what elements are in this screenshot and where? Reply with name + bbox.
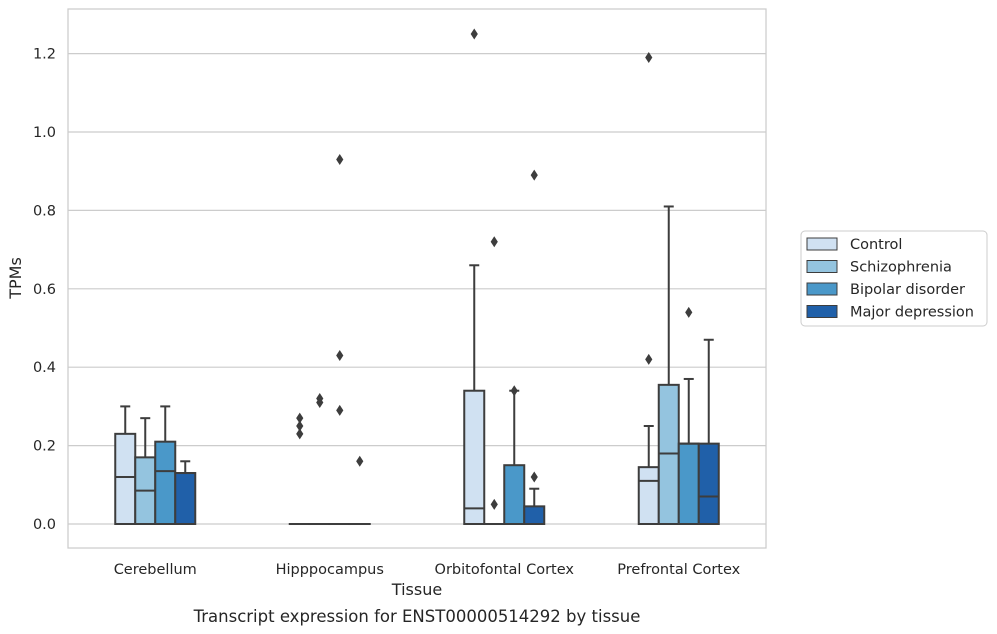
box-body (114, 432, 137, 525)
outlier-point (530, 471, 538, 483)
x-tick-label: Hipppocampus (276, 562, 384, 578)
outlier-point (336, 404, 344, 416)
box-body (637, 466, 660, 526)
legend: Control Schizophrenia Bipolar disorder Majo… (800, 230, 988, 327)
outlier-point (645, 353, 653, 365)
grid-lines (68, 52, 766, 525)
legend-swatch (806, 305, 838, 318)
x-axis-label: Tissue (391, 580, 442, 599)
y-tick-label: 0.0 (33, 517, 56, 533)
legend-frame (800, 230, 988, 327)
legend-label: Bipolar disorder (850, 282, 965, 298)
x-tick-label: Prefrontal Cortex (617, 562, 740, 578)
y-tick-label: 0.4 (33, 360, 56, 376)
y-tick-label: 1.0 (33, 125, 56, 141)
plot-frame (67, 8, 767, 549)
y-tick-labels: 0.0 0.2 0.4 0.6 0.8 1.0 1.2 (33, 47, 56, 533)
box-body (154, 440, 177, 525)
x-tick-labels: Cerebellum Hipppocampus Orbitofontal Corte… (114, 562, 741, 578)
y-tick-label: 0.8 (33, 203, 56, 219)
y-tick-label: 0.2 (33, 439, 56, 455)
legend-swatch (806, 282, 838, 296)
outlier-point (490, 236, 498, 248)
box-body (677, 442, 700, 526)
outlier-point (530, 169, 538, 181)
x-tick-label: Orbitofontal Cortex (435, 562, 575, 578)
box-schizophrenia (134, 417, 157, 525)
box-major-depression (348, 455, 371, 526)
box-body (523, 505, 546, 525)
box-series (114, 28, 720, 526)
outlier-point (316, 393, 324, 405)
box-control (463, 28, 486, 525)
box-control (288, 412, 311, 526)
box-schizophrenia (657, 205, 680, 525)
box-major-depression (174, 460, 197, 526)
box-body (697, 442, 720, 526)
box-schizophrenia (308, 393, 331, 526)
legend-swatch (806, 260, 838, 273)
box-body (503, 464, 526, 526)
legend-label: Major depression (850, 305, 974, 321)
outlier-point (296, 412, 304, 424)
outlier-point (296, 428, 304, 440)
legend-label: Control (850, 237, 902, 253)
outlier-point (510, 385, 518, 397)
box-body (463, 389, 486, 525)
box-control (637, 52, 660, 526)
box-schizophrenia (483, 236, 506, 526)
box-body (174, 472, 197, 526)
box-bipolar-disorder (503, 385, 526, 526)
outlier-point (356, 455, 364, 467)
outlier-point (645, 52, 653, 64)
outlier-point (336, 349, 344, 361)
box-bipolar-disorder (328, 153, 351, 526)
y-tick-label: 0.6 (33, 282, 56, 298)
chart-title: Transcript expression for ENST0000051429… (193, 607, 641, 626)
outlier-point (490, 498, 498, 510)
outlier-point (336, 153, 344, 165)
outlier-point (470, 28, 478, 40)
box-major-depression (697, 338, 720, 526)
box-control (114, 405, 137, 525)
legend-label: Schizophrenia (850, 260, 952, 276)
x-tick-label: Cerebellum (114, 562, 197, 578)
y-tick-label: 1.2 (33, 47, 56, 63)
box-major-depression (523, 169, 546, 525)
outlier-point (296, 420, 304, 432)
y-axis-label: TPMs (6, 257, 25, 300)
legend-swatch (806, 237, 838, 251)
box-bipolar-disorder (154, 405, 177, 525)
box-bipolar-disorder (677, 306, 700, 526)
outlier-point (685, 306, 693, 318)
